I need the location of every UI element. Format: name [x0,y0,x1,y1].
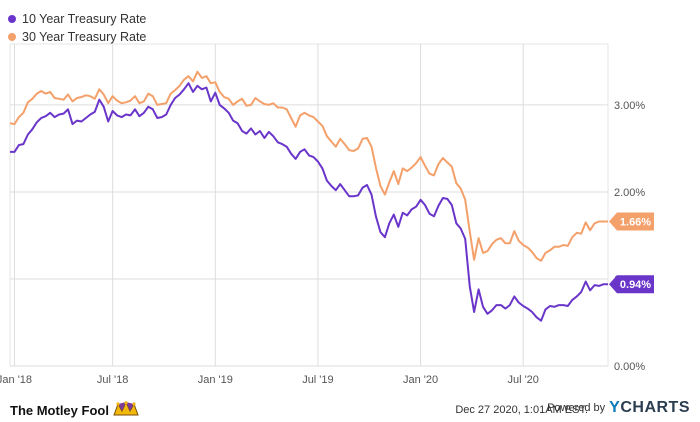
plot-background [9,43,609,367]
footer: The Motley Fool Dec 27 2020, 1:01AM EST.… [0,396,700,422]
brand-label: The Motley Fool [10,402,109,418]
x-tick-label: Jan '20 [403,374,438,386]
y-tick-label: 2.00% [614,187,645,199]
powered-by-label: Powered by [547,402,606,414]
series-line [9,70,608,262]
x-tick-label: Jan '18 [0,374,32,386]
motley-fool-brand[interactable]: The Motley Fool [10,401,140,419]
end-value-badge [609,212,654,231]
x-axis-ticks: Jan '18 Jul '18 Jan '19 Jul '19 Jan '20 Jul '… [0,374,539,386]
end-value-badge [609,275,654,294]
end-value-label: 0.94% [620,279,651,291]
ycharts-logo-rest: CHARTS [620,399,690,416]
legend-label-30-year: 30 Year Treasury Rate [22,30,147,44]
x-tick-label: Jul '18 [97,374,128,386]
series-lines [9,70,608,322]
ycharts-logo: YCHARTS [609,399,690,417]
y-axis-ticks: 0.00%1.00%2.00%3.00% [614,100,645,373]
x-tick-label: Jul '20 [507,374,538,386]
series-line [10,82,608,322]
legend-item-30-year[interactable]: 30 Year Treasury Rate [8,28,146,46]
jester-hat-icon [113,401,139,416]
ycharts-logo-y: Y [609,399,621,416]
y-tick-label: 3.00% [614,100,645,112]
legend-label-10-year: 10 Year Treasury Rate [22,12,147,26]
x-tick-label: Jan '19 [198,374,233,386]
legend-marker-10-year [8,15,16,23]
legend-marker-30-year [8,33,16,41]
powered-by[interactable]: Powered by YCHARTS [547,399,690,417]
x-tick-label: Jul '19 [302,374,333,386]
legend: 10 Year Treasury Rate 30 Year Treasury R… [8,10,146,46]
legend-item-10-year[interactable]: 10 Year Treasury Rate [8,10,146,28]
end-value-label: 1.66% [620,217,651,229]
timestamp: Dec 27 2020, 1:01AM EST. [455,404,588,416]
end-value-labels: 0.94% 1.66% [609,212,654,294]
y-tick-label: 0.00% [614,361,645,373]
